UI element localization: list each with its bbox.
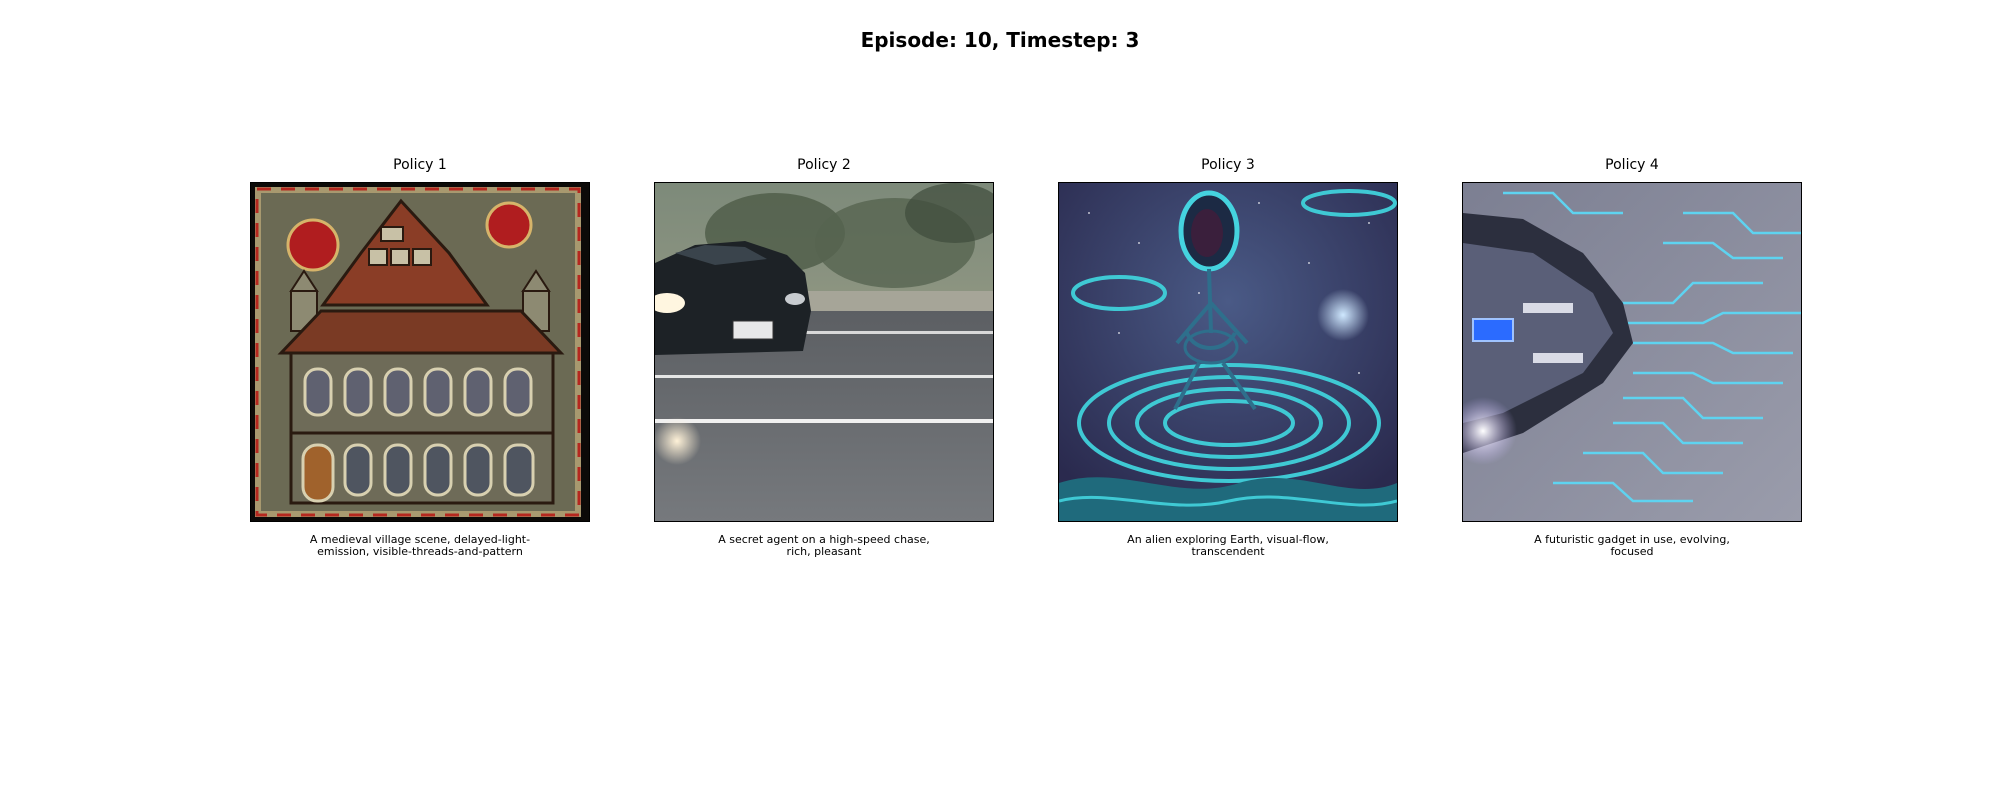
teal-alien-swirl-image bbox=[1058, 182, 1398, 522]
panel-title: Policy 1 bbox=[393, 157, 447, 173]
figure-title: Episode: 10, Timestep: 3 bbox=[860, 28, 1140, 52]
panel-title: Policy 3 bbox=[1201, 157, 1255, 173]
panel-title: Policy 2 bbox=[797, 157, 851, 173]
policy-panel-3: Policy 3 bbox=[1058, 156, 1398, 558]
policy-panel-2: Policy 2 bbox=[654, 156, 994, 558]
policy-panel-4: Policy 4 bbox=[1462, 156, 1802, 558]
embroidered-medieval-house-image bbox=[250, 182, 590, 522]
dark-car-on-road-image bbox=[654, 182, 994, 522]
panel-caption: A futuristic gadget in use, evolving, fo… bbox=[1534, 533, 1730, 558]
panel-caption: A medieval village scene, delayed-light-… bbox=[309, 533, 531, 558]
panel-title: Policy 4 bbox=[1605, 157, 1659, 173]
policy-panel-1: Policy 1 bbox=[250, 156, 590, 558]
panel-caption: A secret agent on a high-speed chase, ri… bbox=[718, 533, 930, 558]
futuristic-gadget-circuit-image bbox=[1462, 182, 1802, 522]
panel-caption: An alien exploring Earth, visual-flow, t… bbox=[1127, 533, 1329, 558]
